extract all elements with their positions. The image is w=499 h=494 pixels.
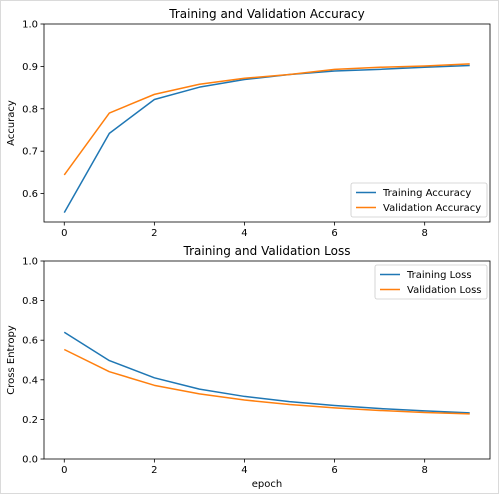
- x-tick-label: 0: [61, 228, 67, 239]
- chart-title: Training and Validation Accuracy: [168, 7, 364, 21]
- legend-label-2: Validation Accuracy: [383, 203, 481, 214]
- legend-label-2: Validation Loss: [407, 285, 482, 296]
- legend: Training Accuracy Validation Accuracy: [350, 182, 488, 218]
- series-line-2: [63, 63, 470, 176]
- x-tick-label: 8: [421, 228, 427, 239]
- legend: Training Loss Validation Loss: [374, 264, 488, 300]
- y-tick-label: 0.8: [22, 104, 38, 115]
- x-tick-label: 4: [241, 465, 247, 476]
- legend-label-1: Training Accuracy: [382, 188, 471, 199]
- x-tick-label: 2: [151, 228, 157, 239]
- y-axis-label: Accuracy: [6, 100, 17, 146]
- chart-title: Training and Validation Loss: [183, 244, 351, 258]
- chart-panel-1: Training and Validation Accuracy 0 2 4 6 8 0.6…: [6, 7, 491, 239]
- x-tick-label: 0: [61, 465, 67, 476]
- series-line-1: [63, 331, 470, 414]
- y-tick-label: 0.8: [22, 296, 38, 307]
- chart-panel-2: Training and Validation Loss 0 2 4 6 8 0.0 0.2 0…: [6, 244, 491, 490]
- y-tick-label: 0.7: [22, 147, 38, 158]
- x-tick-label: 8: [421, 465, 427, 476]
- y-tick-label: 0.4: [22, 375, 38, 386]
- y-tick-label: 0.2: [22, 415, 38, 426]
- plot-area: [43, 23, 491, 223]
- y-axis-label: Cross Entropy: [6, 325, 17, 395]
- plot-area: [43, 260, 491, 460]
- x-tick-label: 4: [241, 228, 247, 239]
- y-tick-label: 1.0: [22, 257, 38, 268]
- x-tick-label: 6: [331, 228, 337, 239]
- legend-box: [374, 264, 488, 300]
- y-tick-label: 0.0: [22, 455, 38, 466]
- y-tick-label: 0.6: [22, 189, 38, 200]
- series-line-2: [63, 348, 470, 415]
- y-tick-label: 0.9: [22, 62, 38, 73]
- legend-label-1: Training Loss: [406, 270, 472, 281]
- y-tick-label: 1.0: [22, 20, 38, 31]
- x-tick-label: 6: [331, 465, 337, 476]
- legend-box: [350, 182, 488, 218]
- y-tick-label: 0.6: [22, 336, 38, 347]
- x-tick-label: 2: [151, 465, 157, 476]
- x-axis-label: epoch: [252, 479, 282, 490]
